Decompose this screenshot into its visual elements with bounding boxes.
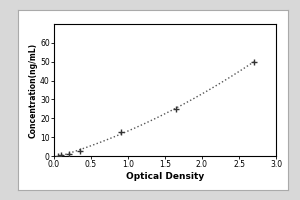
- X-axis label: Optical Density: Optical Density: [126, 172, 204, 181]
- Y-axis label: Concentration(ng/mL): Concentration(ng/mL): [28, 42, 37, 138]
